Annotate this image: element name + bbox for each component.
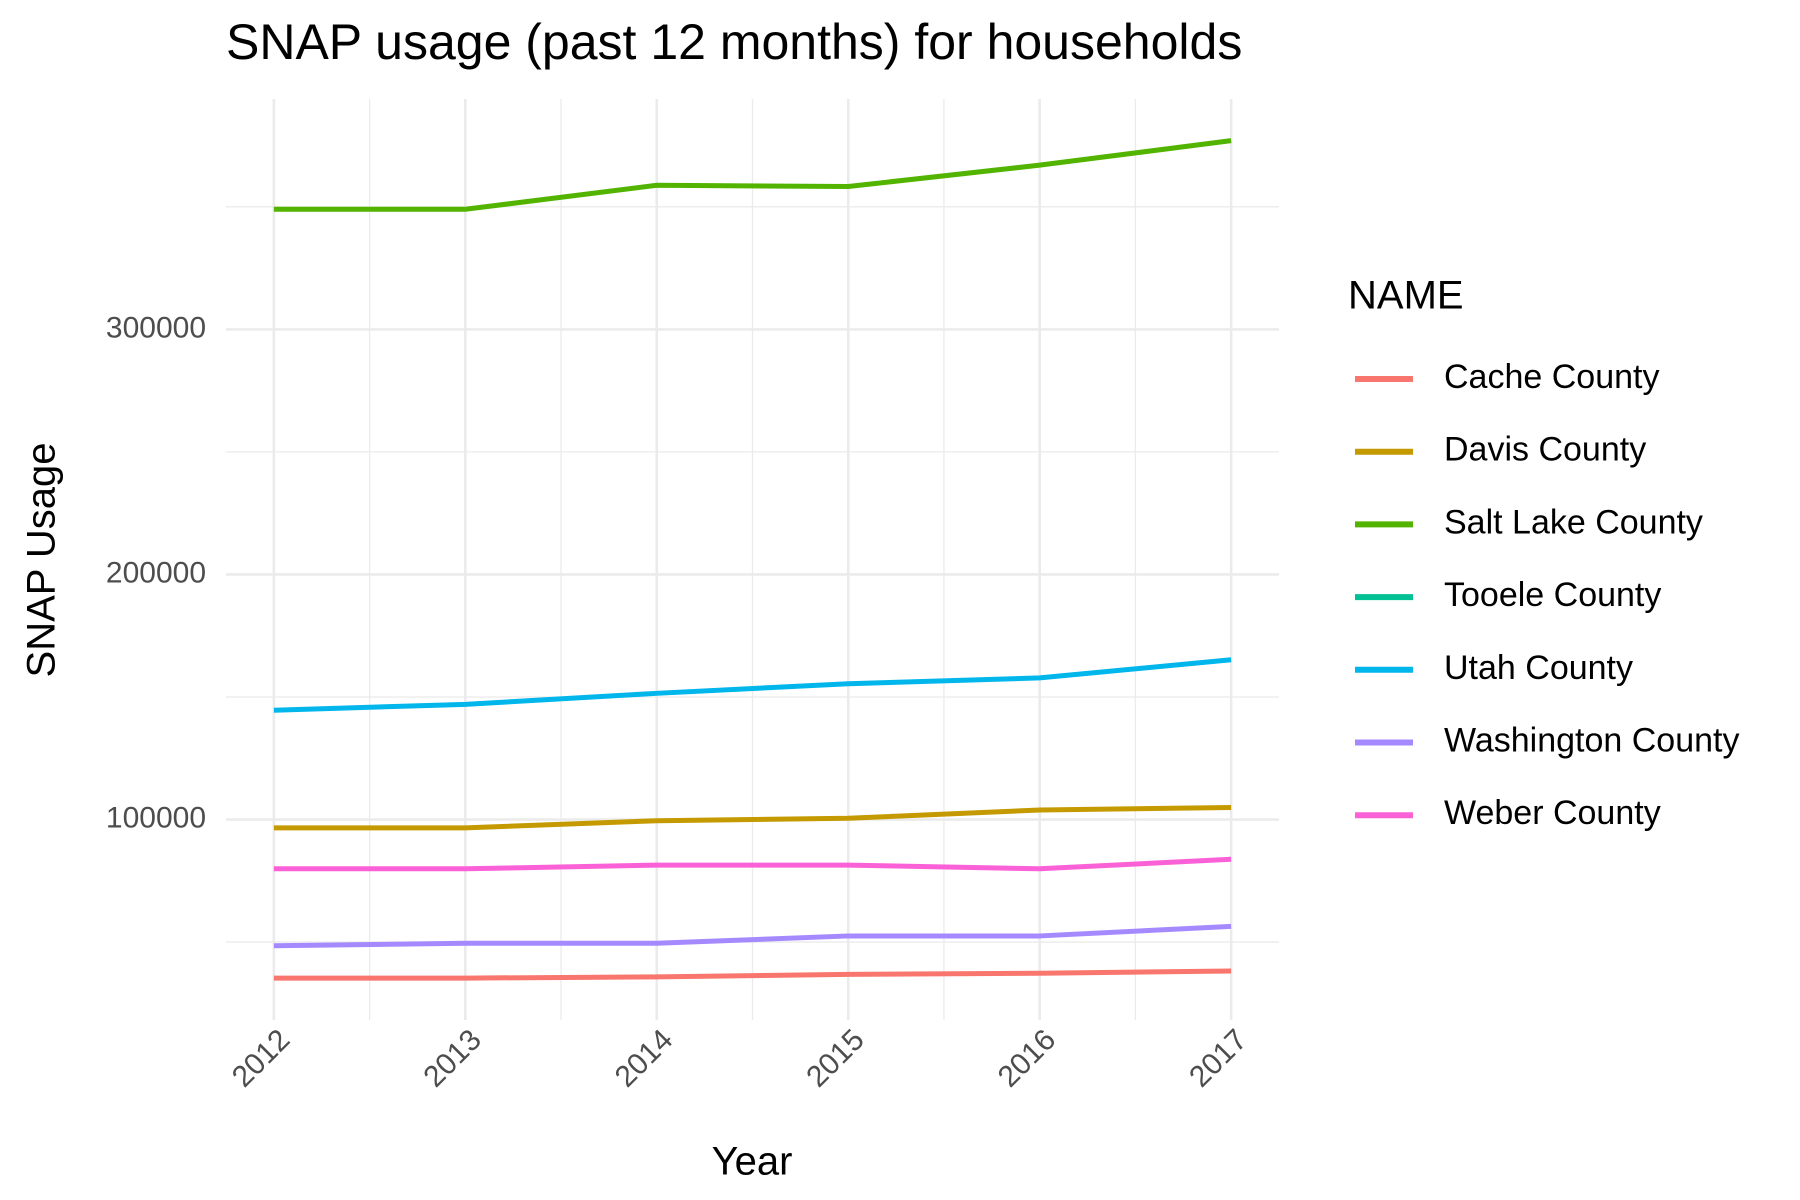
x-tick-label: 2017 [1183,1023,1254,1094]
y-tick-label: 100000 [106,801,206,834]
x-axis-title: Year [712,1140,793,1184]
legend-title: NAME [1348,274,1464,318]
series-line [273,968,1232,981]
x-tick-label: 2012 [226,1023,297,1094]
grid [226,99,1279,1020]
legend-label: Weber County [1444,794,1661,832]
x-tick-label: 2016 [992,1023,1063,1094]
y-tick-label: 300000 [106,311,206,344]
y-axis-title: SNAP Usage [20,443,64,678]
legend-label: Tooele County [1444,576,1661,614]
legend-label: Salt Lake County [1444,503,1703,541]
legend-label: Washington County [1444,721,1739,759]
series-line [273,805,1232,831]
legend-label: Utah County [1444,649,1633,687]
x-tick-label: 2014 [609,1023,680,1094]
y-tick-label: 200000 [106,556,206,589]
series-line [273,657,1232,713]
x-tick-label: 2013 [417,1023,488,1094]
series-line [273,856,1232,872]
x-tick-label: 2015 [800,1023,871,1094]
legend-label: Cache County [1444,358,1659,396]
legend-label: Davis County [1444,431,1646,469]
series-line [273,138,1232,212]
chart-title: SNAP usage (past 12 months) for househol… [226,14,1242,70]
series-line [273,923,1232,949]
